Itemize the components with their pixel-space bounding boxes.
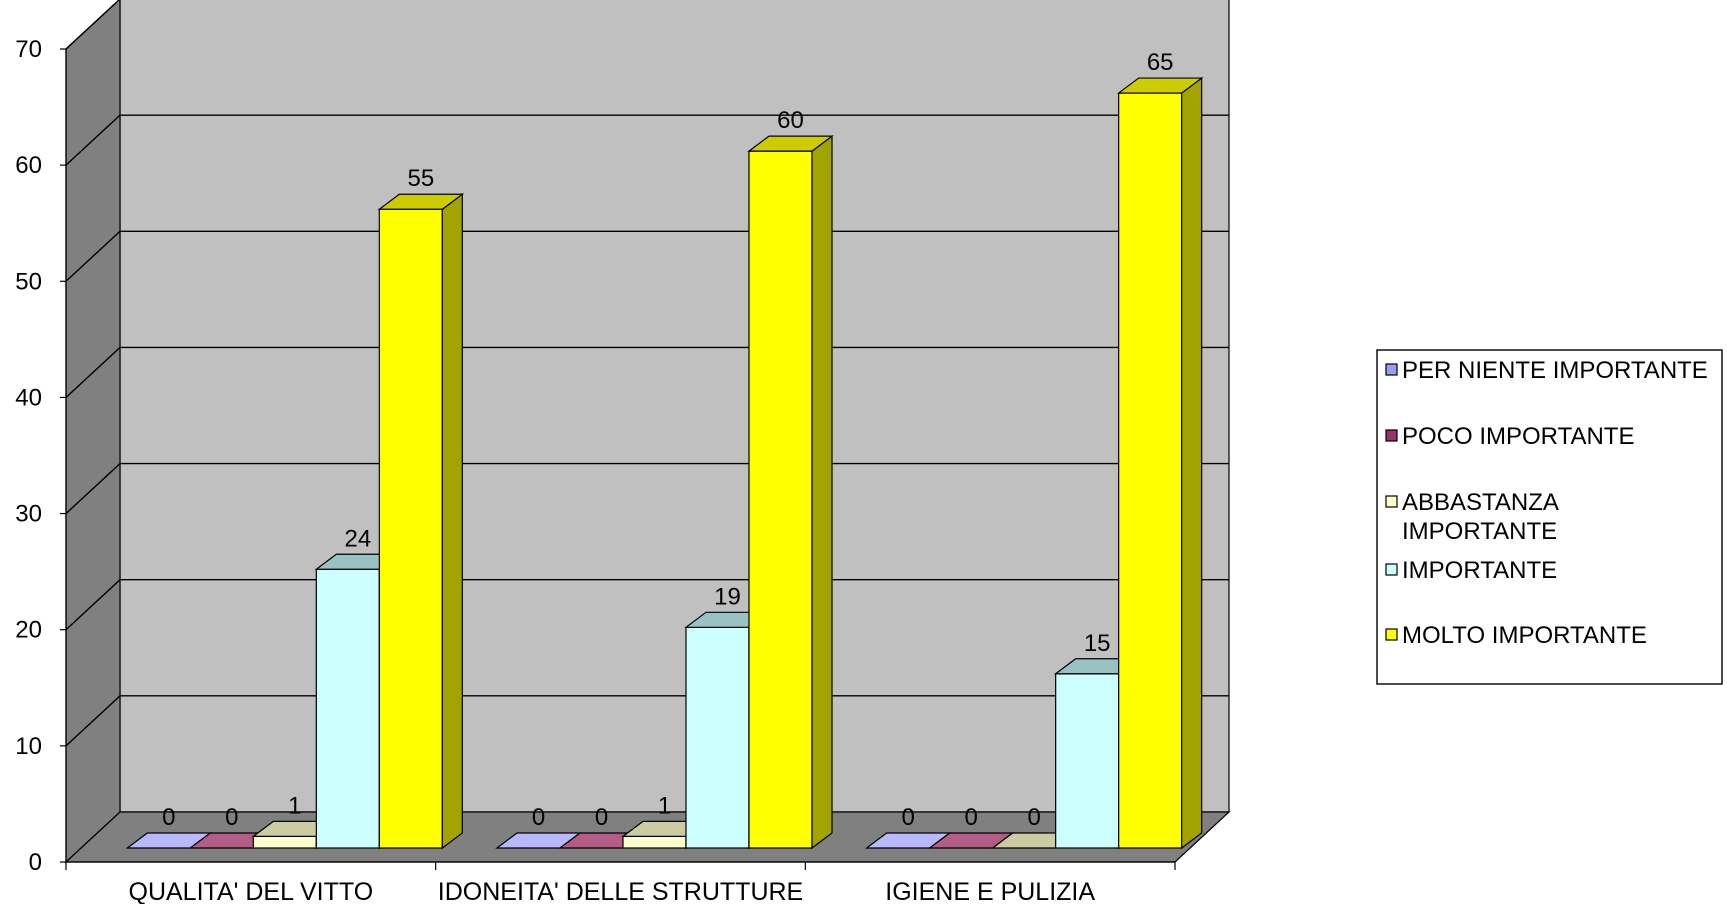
bar-side-face [811,134,833,850]
legend-item: PER NIENTE IMPORTANTE [1385,357,1708,384]
bar-front-face [622,835,687,849]
gridline [65,695,1229,747]
y-tick-label: 40 [15,384,42,411]
legend-swatch [1385,628,1398,641]
bar-side-face [1181,76,1203,850]
category-label: IGIENE E PULIZIA [885,878,1095,904]
y-axis: 0 10 20 30 40 50 60 70 [15,36,67,876]
data-label: 0 [225,804,238,831]
y-tick-label: 60 [15,152,42,179]
y-tick-label: 10 [15,733,42,760]
data-label: 0 [901,804,914,831]
legend-box [1376,349,1723,685]
bar-top-face [377,193,465,210]
data-label: 1 [658,792,671,819]
legend-swatch [1385,495,1398,508]
x-axis: QUALITA' DEL VITTO IDONEITA' DELLE STRUTT… [65,861,1176,906]
gridlines [65,0,1229,747]
gridline [65,579,1229,631]
gridline [65,0,120,50]
data-label: 0 [595,804,608,831]
bar-side-face [441,193,463,850]
bar [377,193,465,850]
data-label: 15 [1084,630,1111,657]
chart-walls [65,0,1230,864]
bar-front-face [1055,673,1120,849]
bars [125,76,1204,850]
legend-item: IMPORTANTE [1385,557,1557,584]
legend-label: POCO IMPORTANTE [1402,423,1634,450]
legend-swatch [1385,363,1398,376]
legend-item: POCO IMPORTANTE [1385,423,1634,450]
legend-label-line: IMPORTANTE [1402,518,1557,545]
bar [747,134,834,850]
legend-swatch [1385,429,1398,442]
gridline [65,230,1229,282]
category-label: QUALITA' DEL VITTO [129,878,374,904]
bar [1116,76,1204,850]
y-tick-label: 70 [15,36,42,63]
legend-item: MOLTO IMPORTANTE [1385,622,1647,649]
legend-label: IMPORTANTE [1402,557,1557,584]
y-tick-label: 20 [15,617,42,644]
data-label: 0 [162,804,175,831]
y-tick-label: 30 [15,501,42,528]
gridline [65,346,1229,398]
bar-top-face [747,135,834,152]
bar-front-face [1118,92,1183,849]
bar-front-face [685,626,750,849]
data-label: 19 [714,583,741,610]
bar-front-face [315,568,380,849]
category-label: IDONEITA' DELLE STRUTTURE [438,878,803,904]
data-label: 0 [964,804,977,831]
side-wall [65,0,121,864]
legend-item: ABBASTANZA IMPORTANTE [1385,489,1559,545]
bar-front-face [378,208,443,849]
legend-label: ABBASTANZA IMPORTANTE [1402,489,1559,545]
bar-front-face [252,835,317,849]
legend: PER NIENTE IMPORTANTE POCO IMPORTANTE ABBA… [1376,349,1723,685]
data-label: 0 [1027,804,1040,831]
legend-swatch [1385,563,1398,576]
data-label: 60 [777,107,804,134]
data-label: 55 [407,165,434,192]
gridline [65,114,1229,166]
bar-front-face [748,150,813,849]
data-label: 65 [1147,49,1174,76]
y-tick-label: 50 [15,268,42,295]
legend-label: MOLTO IMPORTANTE [1402,622,1647,649]
legend-label-line: ABBASTANZA [1402,489,1559,516]
data-label: 24 [344,525,371,552]
data-label: 1 [288,792,301,819]
legend-label: PER NIENTE IMPORTANTE [1402,357,1708,384]
y-tick-label: 0 [29,849,42,876]
gridline [65,462,1229,515]
data-label: 0 [532,804,545,831]
bar-top-face [1116,77,1204,94]
data-labels: 0 0 1 24 55 0 0 1 19 60 0 0 0 15 65 [162,49,1173,831]
